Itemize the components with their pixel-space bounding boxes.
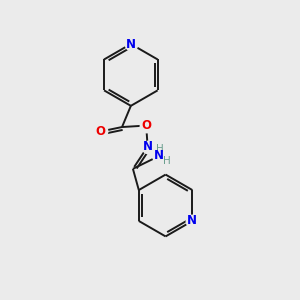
Text: N: N — [126, 38, 136, 50]
Text: H: H — [164, 157, 171, 166]
Text: N: N — [154, 149, 164, 162]
Text: O: O — [141, 119, 151, 132]
Text: H: H — [156, 144, 164, 154]
Text: N: N — [142, 140, 153, 153]
Text: O: O — [96, 125, 106, 138]
Text: N: N — [188, 214, 197, 227]
